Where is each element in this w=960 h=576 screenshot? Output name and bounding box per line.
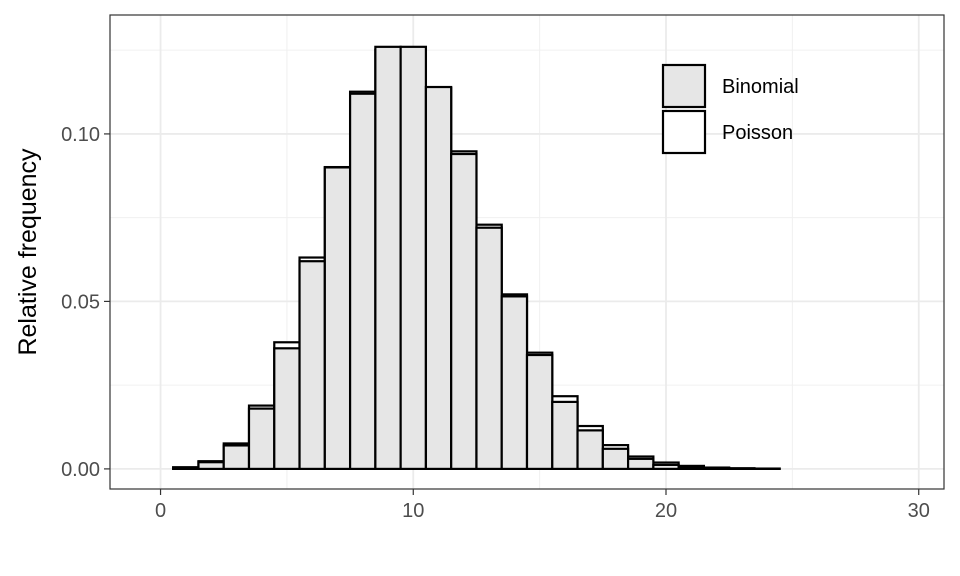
- x-tick-label: 20: [655, 500, 677, 522]
- bar-binomial: [222, 444, 251, 471]
- legend-label-poisson: Poisson: [722, 122, 793, 144]
- x-tick-label: 30: [908, 500, 930, 522]
- bar-binomial: [323, 166, 352, 471]
- y-tick-label: 0.10: [61, 124, 100, 146]
- bar-binomial: [475, 226, 503, 471]
- legend-key-binomial: [661, 63, 707, 109]
- bars: [172, 45, 781, 471]
- bar-binomial: [424, 85, 453, 471]
- bar-binomial: [399, 45, 428, 471]
- bar-binomial: [450, 152, 478, 471]
- bar-binomial: [652, 463, 680, 471]
- bar-binomial: [601, 447, 630, 471]
- bar-binomial: [298, 260, 326, 471]
- bar-binomial: [374, 45, 402, 471]
- x-tick-label: 10: [402, 500, 424, 522]
- bar-binomial: [576, 429, 604, 471]
- bar-binomial: [551, 400, 579, 471]
- y-tick-label: 0.00: [61, 459, 100, 481]
- bar-binomial: [677, 466, 706, 471]
- bar-binomial: [500, 295, 529, 471]
- x-tick-label: 0: [155, 500, 166, 522]
- legend-key-poisson: [661, 109, 707, 155]
- plot-panel-border: [109, 14, 945, 490]
- bar-binomial: [247, 407, 276, 471]
- bar-binomial: [702, 467, 731, 471]
- y-axis-title: Relative frequency: [14, 148, 42, 356]
- bar-binomial: [348, 92, 377, 471]
- y-tick-label: 0.05: [61, 291, 100, 313]
- bar-binomial: [273, 347, 301, 471]
- bar-binomial: [525, 353, 554, 471]
- legend-label-binomial: Binomial: [722, 76, 799, 98]
- bar-binomial: [197, 461, 225, 471]
- axes: 0 10 20 30 0.00 0.05 0.10: [61, 124, 930, 522]
- bar-binomial: [172, 466, 200, 471]
- bar-binomial: [626, 457, 655, 471]
- legend: Binomial Poisson: [661, 63, 799, 155]
